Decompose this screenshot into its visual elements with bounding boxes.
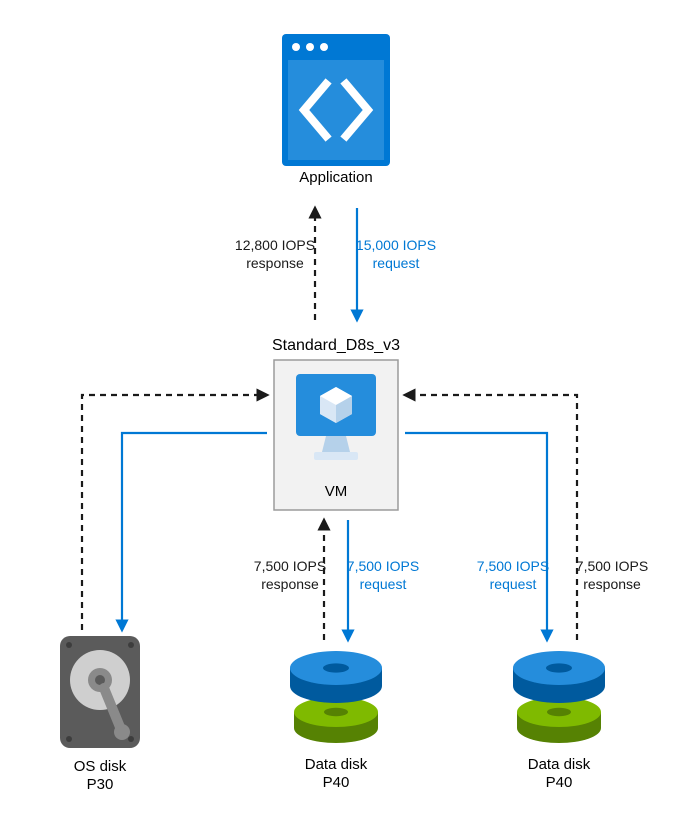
label-response-app-2: response [246, 255, 304, 271]
vm-node: VM [274, 360, 398, 510]
label-response-disk2: 7,500 IOPS [576, 558, 648, 574]
os-disk-label-1: OS disk [74, 758, 127, 775]
data-disk-1-icon [290, 651, 382, 743]
arrow-disk2-to-vm [405, 395, 577, 640]
data-disk-1-label-1: Data disk [305, 756, 368, 773]
label-request-disk2-2: request [490, 576, 537, 592]
arrow-vm-to-osdisk [122, 433, 267, 630]
data-disk-2-label-1: Data disk [528, 756, 591, 773]
os-disk-icon [60, 636, 140, 748]
arrow-osdisk-to-vm [82, 395, 267, 630]
application-label: Application [299, 169, 372, 186]
os-disk-label-2: P30 [87, 776, 114, 793]
data-disk-1-label-2: P40 [323, 774, 350, 791]
label-request-disk1-2: request [360, 576, 407, 592]
label-response-disk1-2: response [261, 576, 319, 592]
label-request-app-2: request [373, 255, 420, 271]
vm-sublabel: VM [325, 483, 348, 500]
label-request-disk1: 7,500 IOPS [347, 558, 419, 574]
data-disk-2-icon [513, 651, 605, 743]
application-icon [282, 34, 390, 166]
label-request-app: 15,000 IOPS [356, 237, 436, 253]
label-response-disk2-2: response [583, 576, 641, 592]
label-response-app: 12,800 IOPS [235, 237, 315, 253]
label-response-disk1: 7,500 IOPS [254, 558, 326, 574]
label-request-disk2: 7,500 IOPS [477, 558, 549, 574]
arrow-vm-to-disk2 [405, 433, 547, 640]
vm-title: Standard_D8s_v3 [272, 337, 400, 354]
data-disk-2-label-2: P40 [546, 774, 573, 791]
